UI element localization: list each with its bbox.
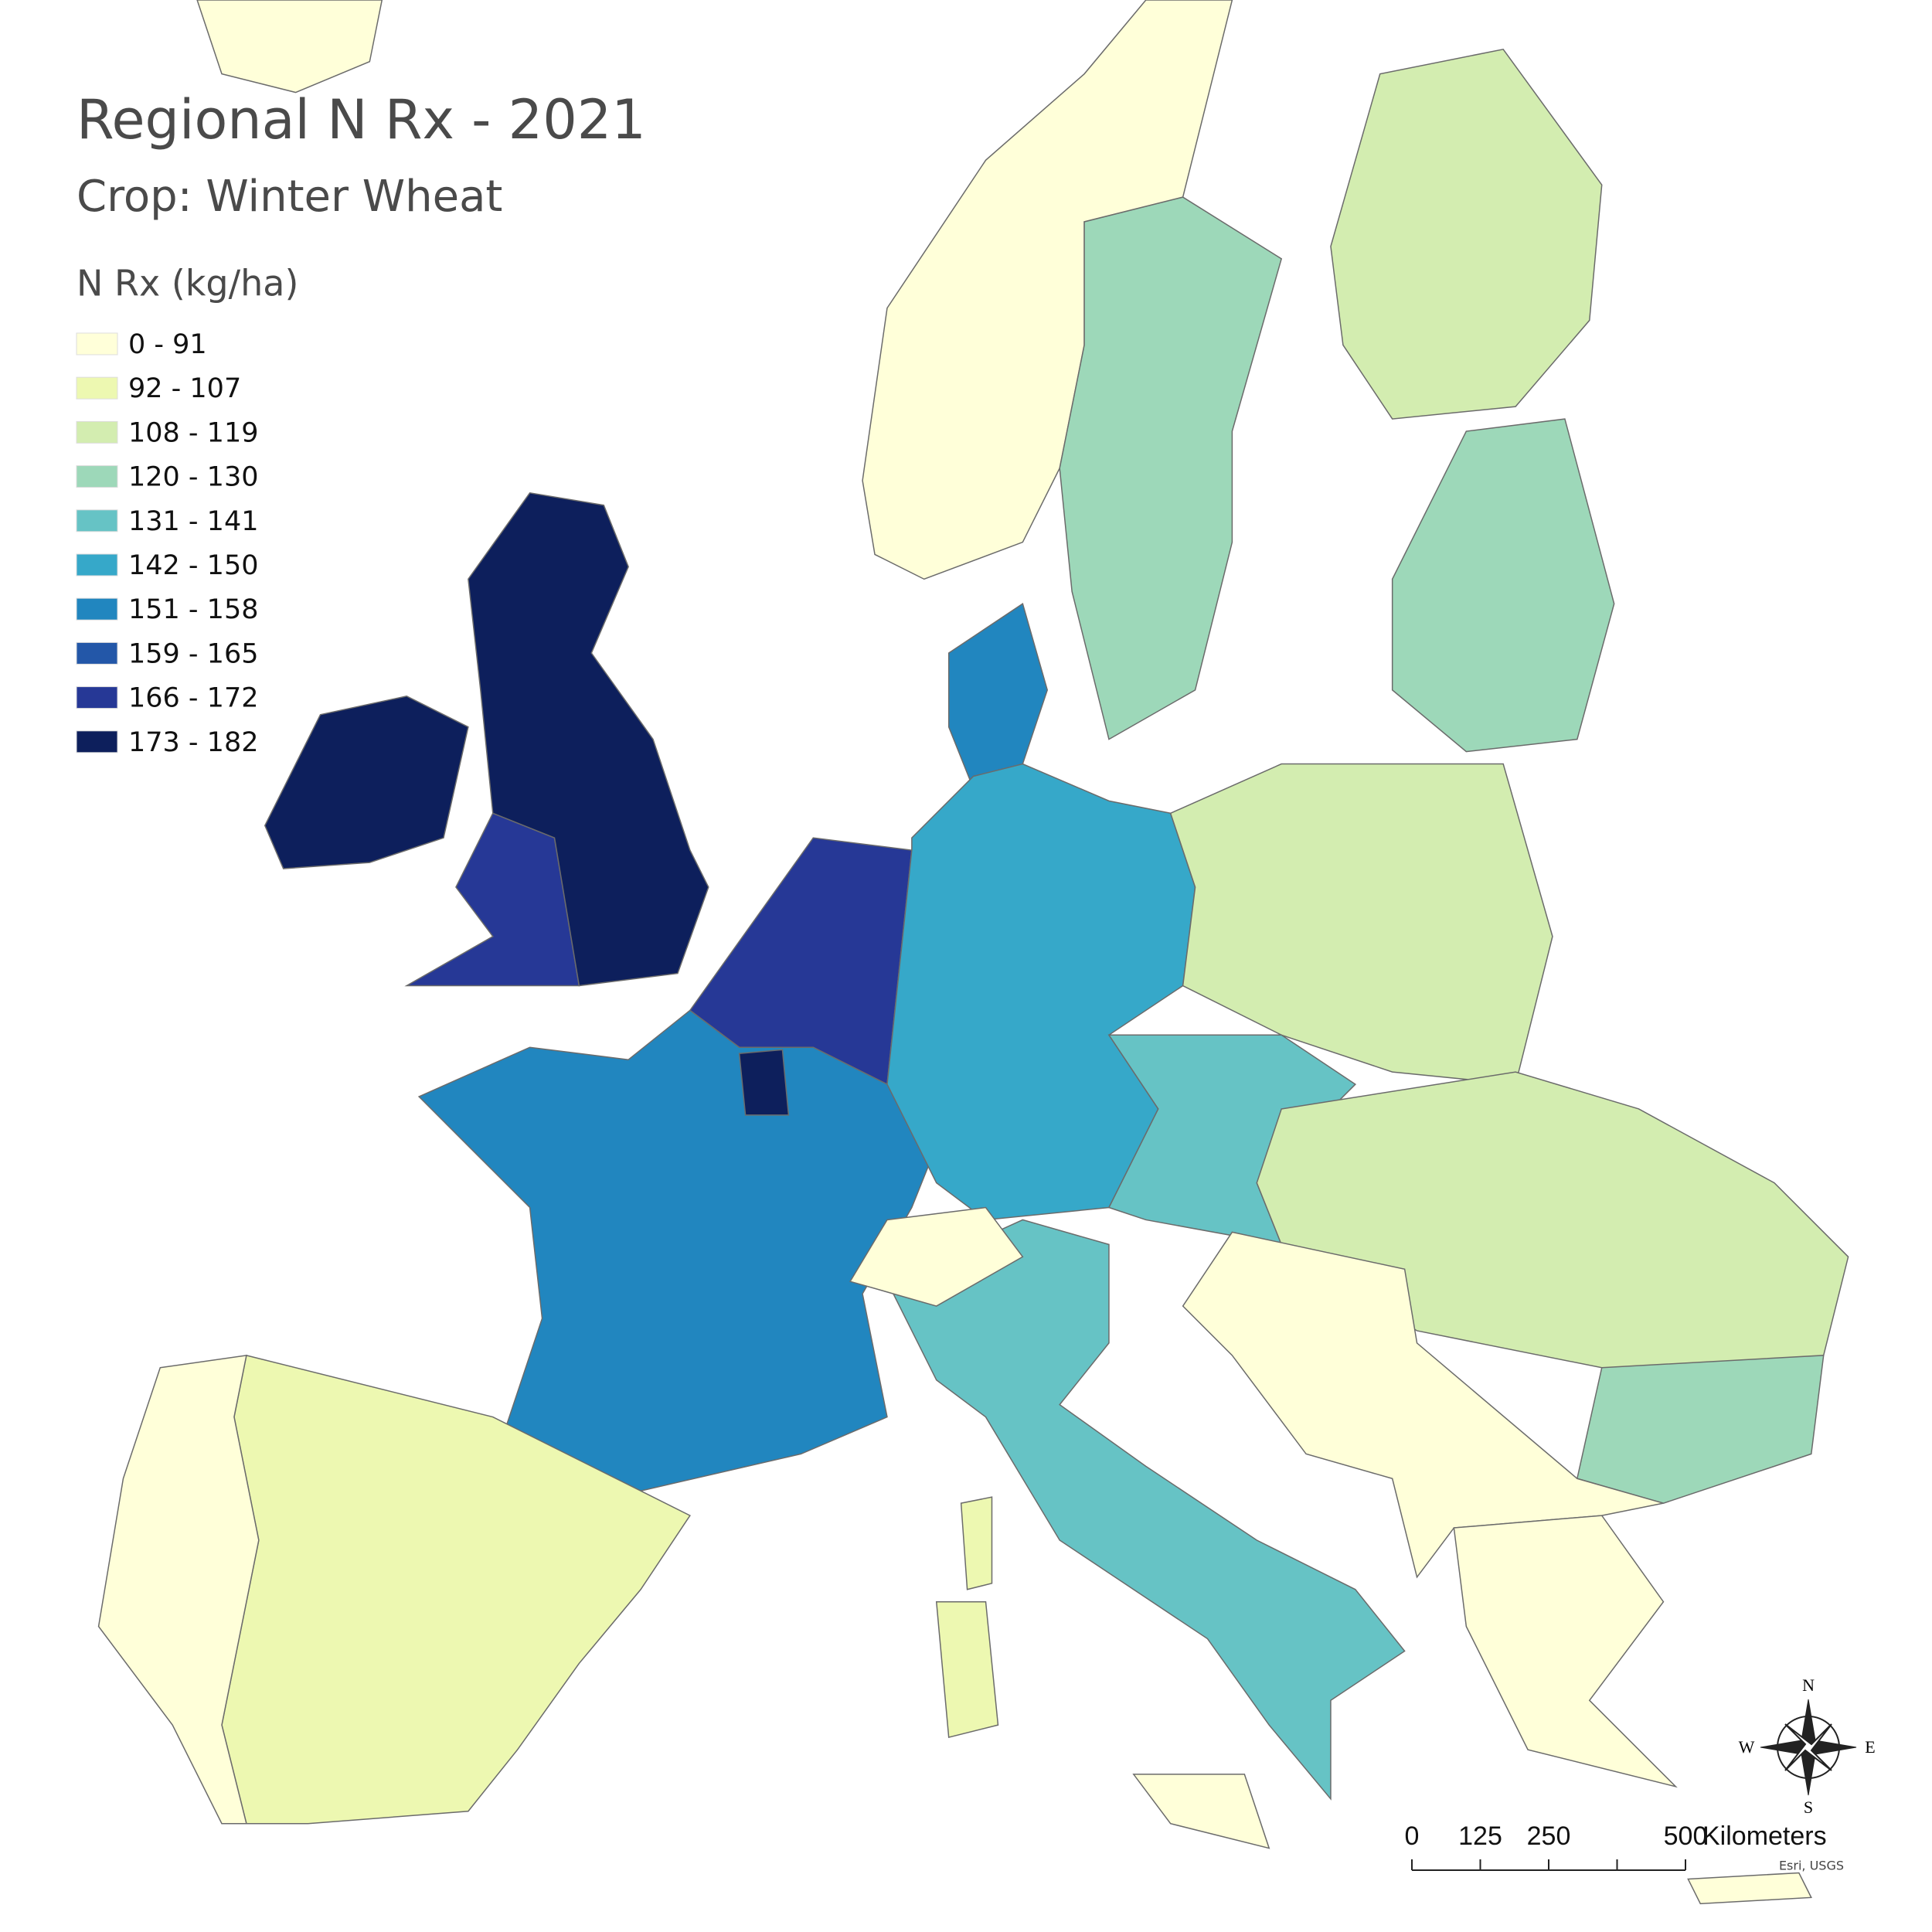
region-switzerland (850, 1208, 1022, 1307)
legend-label: 166 - 172 (128, 683, 259, 714)
legend-label: 131 - 141 (128, 506, 259, 537)
legend-label: 159 - 165 (128, 638, 259, 669)
attribution: Esri, USGS (1779, 1859, 1844, 1873)
compass-n: N (1802, 1675, 1815, 1695)
scale-bar-label: 500 (1664, 1821, 1708, 1851)
region-sweden (1060, 197, 1281, 740)
compass-w: W (1739, 1737, 1755, 1757)
region-portugal (99, 1355, 259, 1824)
legend-title: N Rx (kg/ha) (77, 263, 298, 304)
region-sicily (1134, 1774, 1269, 1849)
legend-label: 108 - 119 (128, 417, 259, 448)
region-iceland (197, 0, 382, 93)
scale-bar-label: 125 (1458, 1821, 1502, 1851)
map (99, 0, 1849, 1903)
scale-bar-unit: Kilometers (1702, 1821, 1827, 1851)
legend-swatch (76, 509, 118, 532)
region-poland (1171, 764, 1553, 1085)
compass-star-minor (1784, 1723, 1832, 1771)
compass: N E S W (1739, 1675, 1876, 1817)
legend-swatch (76, 420, 118, 444)
region-picardy (740, 1049, 789, 1115)
map-title: Regional N Rx - 2021 (77, 88, 646, 151)
legend-swatch (76, 686, 118, 709)
region-finland (1331, 49, 1602, 419)
legend-label: 151 - 158 (128, 594, 259, 625)
compass-s: S (1804, 1798, 1813, 1817)
region-greece (1454, 1515, 1675, 1787)
compass-e: E (1865, 1737, 1875, 1757)
legend-label: 142 - 150 (128, 550, 259, 581)
region-italy (887, 1219, 1405, 1798)
legend-label: 173 - 182 (128, 727, 259, 758)
region-great-britain (468, 493, 709, 986)
region-corsica (961, 1497, 992, 1590)
legend-label: 0 - 91 (128, 329, 207, 360)
legend-swatch (76, 553, 118, 577)
legend-swatch (76, 641, 118, 665)
legend-swatch (76, 597, 118, 621)
legend-label: 92 - 107 (128, 373, 241, 404)
region-sardinia (937, 1602, 998, 1737)
region-ireland (265, 696, 468, 869)
legend-swatch (76, 730, 118, 753)
region-crete (1688, 1872, 1811, 1903)
scale-bar-label: 0 (1405, 1821, 1420, 1851)
legend-swatch (76, 332, 118, 355)
scale-bar-label: 250 (1527, 1821, 1571, 1851)
legend-swatch (76, 376, 118, 400)
map-subtitle: Crop: Winter Wheat (77, 172, 502, 222)
region-bulgaria (1577, 1355, 1824, 1503)
legend-label: 120 - 130 (128, 462, 259, 493)
legend-swatch (76, 465, 118, 488)
region-baltics (1393, 419, 1614, 751)
legend: 0 - 91 92 - 107 108 - 119 120 - 130 131 - 14… (76, 329, 259, 758)
